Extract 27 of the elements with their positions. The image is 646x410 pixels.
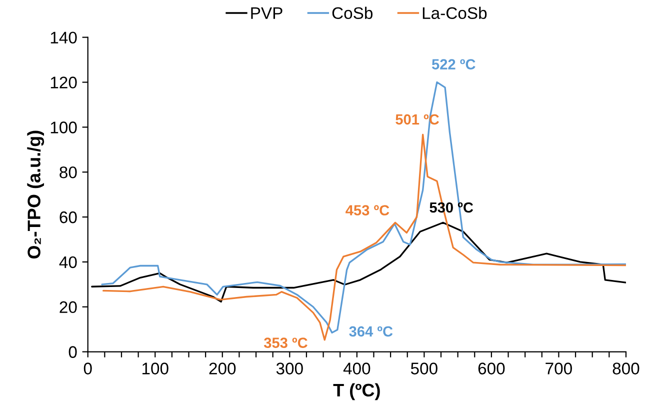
legend-label: PVP	[251, 7, 282, 19]
y-tick-label: 100	[50, 122, 77, 134]
legend-label: La-CoSb	[422, 6, 487, 20]
y-tick-label: 40	[59, 256, 77, 268]
x-tick-label: 700	[546, 362, 572, 374]
x-axis-title: T (ºC)	[333, 383, 380, 400]
x-tick-label: 500	[410, 362, 438, 374]
x-tick-label: 300	[276, 362, 303, 374]
annotation: 522 ºC	[432, 59, 476, 70]
y-tick-label: 120	[50, 76, 77, 88]
annotation: 453 ºC	[346, 205, 390, 216]
y-tick-label: 0	[68, 346, 77, 358]
y-tick-label: 140	[50, 32, 77, 44]
annotation: 364 ºC	[349, 326, 393, 337]
x-tick-label: 600	[478, 362, 505, 374]
y-tick-label: 80	[60, 166, 77, 178]
x-tick-label: 400	[343, 362, 370, 374]
x-tick-label: 200	[209, 362, 236, 374]
x-tick-label: 800	[612, 362, 640, 374]
y-tick-label: 60	[60, 211, 77, 224]
x-tick-label: 0	[84, 362, 92, 374]
x-tick-label: 100	[142, 362, 168, 374]
y-axis-title: O₂-TPO (a.u./g)	[27, 130, 44, 258]
legend-label: CoSb	[332, 6, 373, 20]
annotation: 353 ºC	[264, 338, 308, 348]
line-series	[91, 222, 626, 303]
y-tick-label: 20	[60, 301, 77, 314]
